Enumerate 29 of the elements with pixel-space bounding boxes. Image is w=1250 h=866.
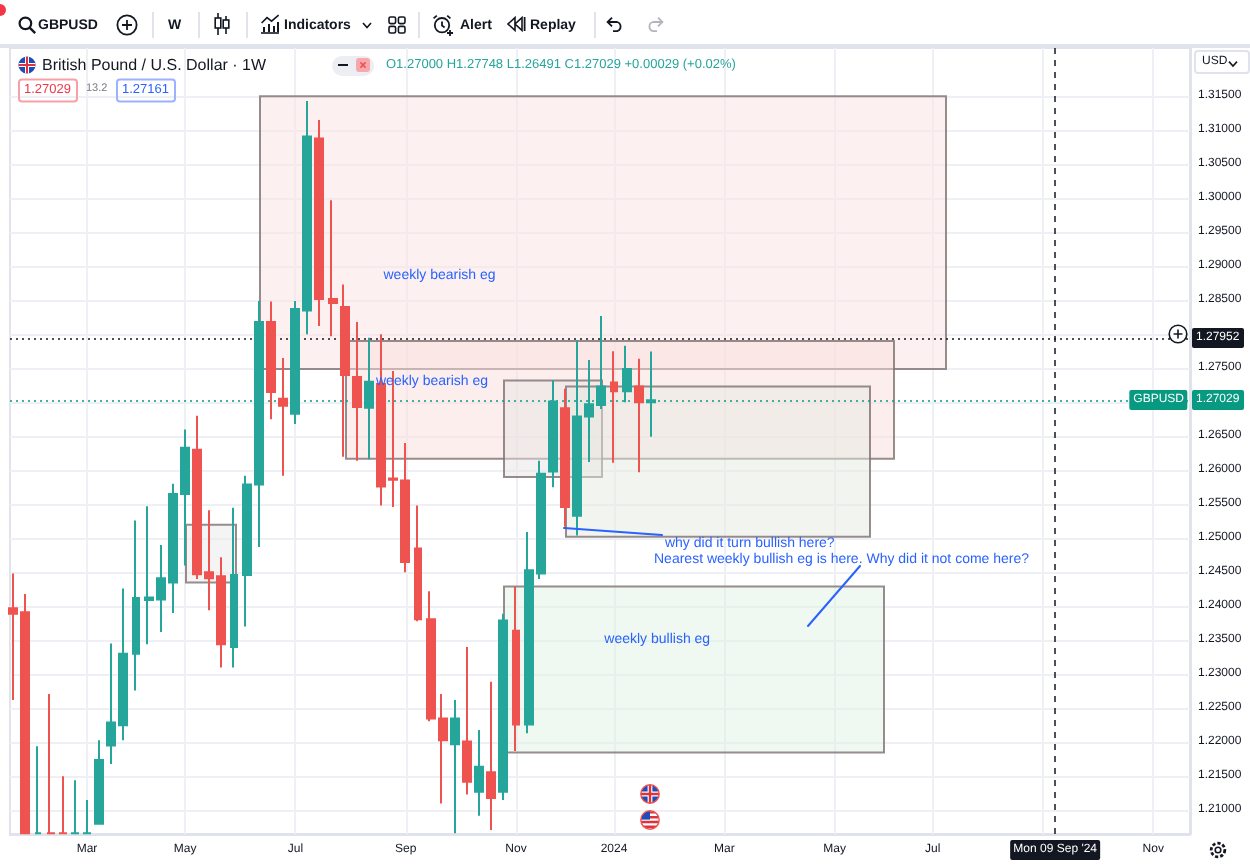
candlestick (340, 283, 350, 458)
candlestick (548, 379, 558, 489)
candlestick (498, 612, 508, 801)
candlestick (462, 646, 472, 796)
candlestick (46, 692, 56, 835)
candlestick (474, 728, 484, 817)
candlestick (94, 739, 104, 825)
candlestick (414, 504, 422, 623)
candlestick (352, 321, 362, 462)
candlestick (512, 585, 520, 753)
candlestick (230, 506, 238, 669)
candlestick (266, 300, 276, 421)
candlestick (450, 699, 460, 835)
candlestick (560, 387, 570, 528)
candlestick (132, 519, 140, 692)
candlestick (634, 357, 644, 474)
candlestick (646, 350, 656, 438)
candlestick (58, 775, 68, 835)
candlestick (278, 357, 288, 477)
candlestick (70, 779, 80, 835)
candlestick (34, 745, 42, 835)
candlestick (610, 350, 618, 464)
candlestick (328, 199, 338, 338)
candlestick (364, 336, 374, 461)
chart-title: British Pound / U.S. Dollar · 1W (42, 55, 267, 73)
candlestick (314, 119, 324, 328)
candlestick (622, 344, 632, 404)
candlestick (82, 799, 92, 835)
candlestick (486, 680, 496, 831)
